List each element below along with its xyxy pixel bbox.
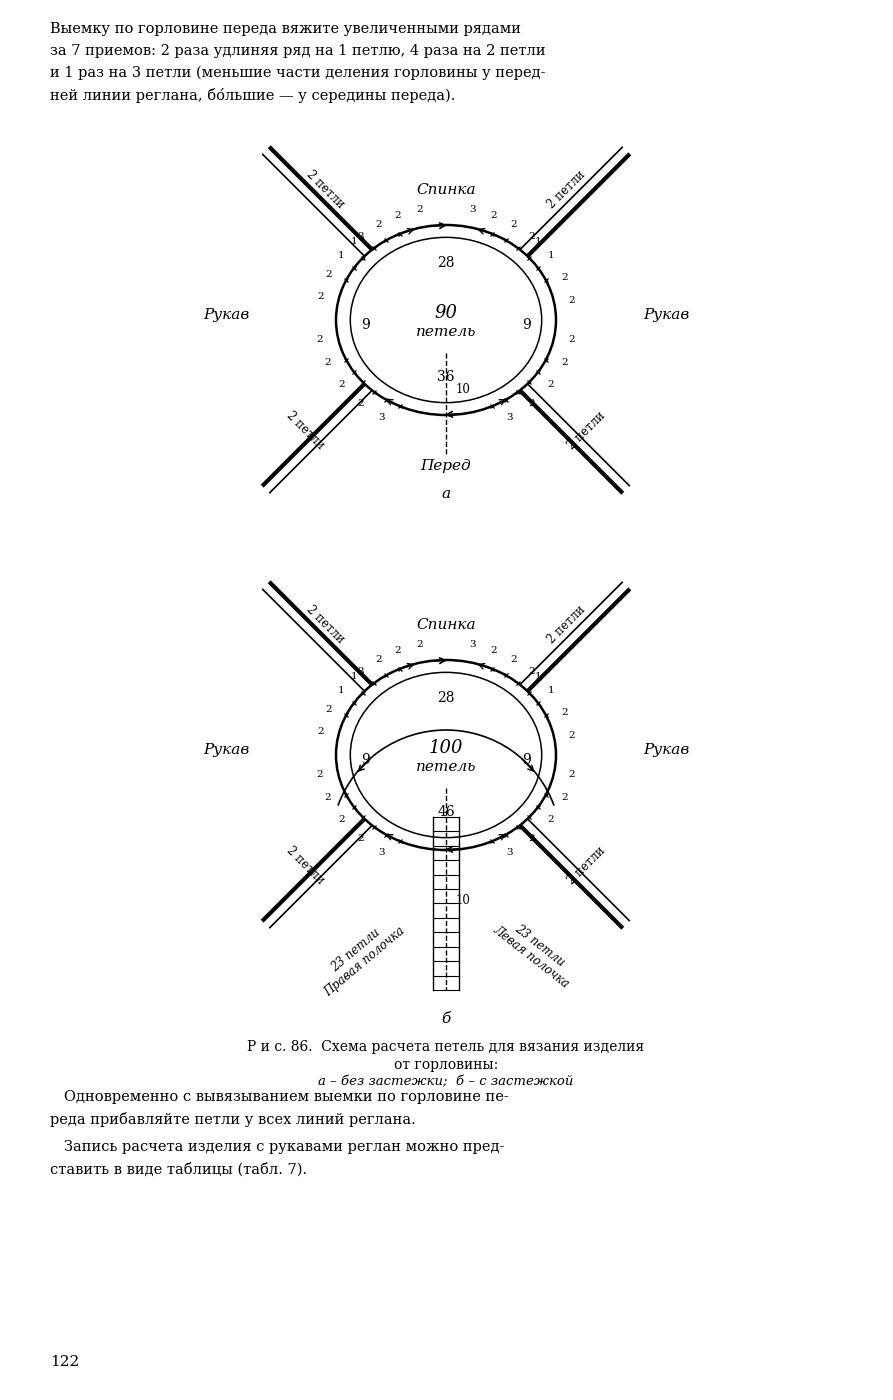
Text: 2: 2 [569,335,575,344]
Text: Рукав: Рукав [643,308,689,322]
Text: 1: 1 [547,251,555,259]
Text: реда прибавляйте петли у всех линий реглана.: реда прибавляйте петли у всех линий регл… [50,1112,416,1127]
Text: и 1 раз на 3 петли (меньшие части деления горловины у перед-: и 1 раз на 3 петли (меньшие части делени… [50,66,546,80]
Text: 2: 2 [569,770,575,780]
Text: 2: 2 [547,815,555,825]
Text: 2: 2 [326,704,332,714]
Text: Спинка: Спинка [416,617,476,631]
Text: 2: 2 [547,381,555,389]
Text: 3: 3 [470,204,476,214]
Text: 2: 2 [318,293,324,301]
Text: 1: 1 [547,686,555,694]
Text: 2: 2 [326,270,332,279]
Text: Рукав: Рукав [203,308,249,322]
Text: петель: петель [416,760,476,774]
Text: 2: 2 [490,645,497,655]
Text: 28: 28 [438,692,455,706]
Text: 2: 2 [416,640,422,650]
Text: Рукав: Рукав [203,743,249,757]
Text: за 7 приемов: 2 раза удлиняя ряд на 1 петлю, 4 раза на 2 петли: за 7 приемов: 2 раза удлиняя ряд на 1 пе… [50,43,546,57]
Text: 9: 9 [362,753,370,767]
Text: 46: 46 [438,805,455,819]
Text: 90: 90 [435,304,457,322]
Text: 10: 10 [456,893,471,907]
Text: 28: 28 [438,256,455,270]
Text: 2: 2 [490,211,497,220]
Text: 2 петли: 2 петли [565,409,608,452]
Text: 2: 2 [318,727,324,736]
Text: 2: 2 [562,273,568,283]
Text: 2: 2 [375,655,381,664]
Text: 9: 9 [522,318,530,332]
Text: 2 петли: 2 петли [284,844,327,886]
Text: 2: 2 [562,708,568,717]
Text: 2: 2 [569,731,575,739]
Text: Одновременно с вывязыванием выемки по горловине пе-: Одновременно с вывязыванием выемки по го… [50,1091,509,1105]
Text: 2: 2 [529,834,535,843]
Text: петель: петель [416,325,476,339]
Text: 2: 2 [511,655,517,664]
Text: 122: 122 [50,1355,79,1369]
Text: 1: 1 [535,672,541,680]
Text: 3: 3 [470,640,476,650]
Text: 23 петли
Правая полочка: 23 петли Правая полочка [313,913,407,998]
Text: 2: 2 [324,358,330,367]
Text: 2: 2 [338,815,345,825]
Text: 2: 2 [357,399,363,409]
Text: 2: 2 [529,666,535,676]
Text: 23 петли
Левая полочка: 23 петли Левая полочка [490,911,580,991]
Text: 2: 2 [562,358,568,367]
Text: 2: 2 [357,834,363,843]
Text: 3: 3 [506,413,513,423]
Text: 3: 3 [357,231,363,241]
Text: а: а [441,487,451,501]
Text: 2: 2 [395,211,401,220]
Text: 10: 10 [456,382,471,396]
Text: 3: 3 [379,413,385,423]
Text: 2: 2 [395,645,401,655]
Text: 2 петли: 2 петли [546,168,588,211]
Text: 1: 1 [351,237,357,246]
Text: 2 петли: 2 петли [546,603,588,647]
Text: 2: 2 [529,231,535,241]
Text: Перед: Перед [421,459,472,473]
Text: 2: 2 [375,220,381,228]
Text: Спинка: Спинка [416,183,476,197]
Text: 3: 3 [506,848,513,857]
Text: 2 петли: 2 петли [304,603,346,647]
Text: ставить в виде таблицы (табл. 7).: ставить в виде таблицы (табл. 7). [50,1162,307,1176]
Text: 2 петли: 2 петли [565,844,608,886]
Text: от горловины:: от горловины: [394,1058,498,1072]
Text: 2: 2 [511,220,517,228]
Text: 2: 2 [569,295,575,305]
Text: 100: 100 [429,739,463,757]
Text: 2: 2 [324,792,330,802]
Text: Р и с. 86.  Схема расчета петель для вязания изделия: Р и с. 86. Схема расчета петель для вяза… [247,1040,645,1054]
Text: 2 петли: 2 петли [304,168,346,211]
Text: 2 петли: 2 петли [284,409,327,452]
Text: б: б [441,1012,451,1026]
Text: 3: 3 [357,666,363,676]
Text: 2: 2 [562,792,568,802]
Text: 2: 2 [416,204,422,214]
Text: 2: 2 [317,335,323,344]
Text: ней линии реглана, бо́льшие — у середины переда).: ней линии реглана, бо́льшие — у середины… [50,88,455,104]
Text: Рукав: Рукав [643,743,689,757]
Text: 36: 36 [438,370,455,384]
Text: 9: 9 [362,318,370,332]
Text: Выемку по горловине переда вяжите увеличенными рядами: Выемку по горловине переда вяжите увелич… [50,22,521,36]
Text: 9: 9 [522,753,530,767]
Text: а – без застежки;  б – с застежкой: а – без застежки; б – с застежкой [318,1075,573,1088]
Text: 1: 1 [535,237,541,246]
Text: 2: 2 [317,770,323,780]
Text: 1: 1 [338,686,345,694]
Text: 2: 2 [338,381,345,389]
Text: 1: 1 [351,672,357,680]
Text: Запись расчета изделия с рукавами реглан можно пред-: Запись расчета изделия с рукавами реглан… [50,1140,505,1154]
Text: 1: 1 [338,251,345,259]
Text: 2: 2 [529,399,535,409]
Text: 3: 3 [379,848,385,857]
